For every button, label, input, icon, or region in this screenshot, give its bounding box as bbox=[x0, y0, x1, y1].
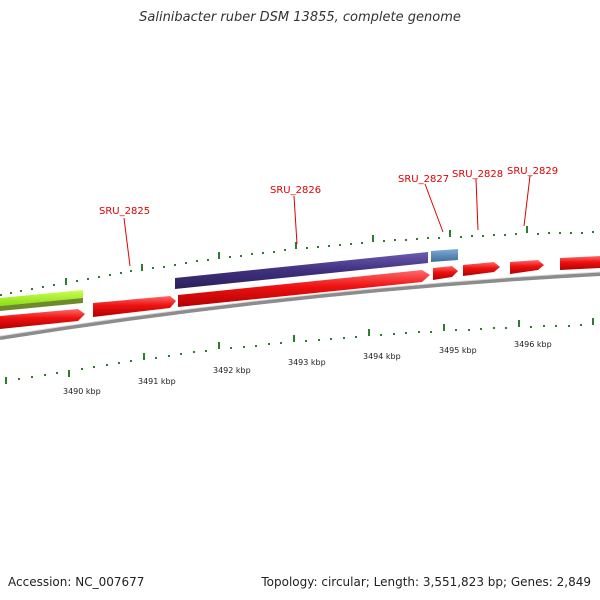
gene-sru-2827[interactable] bbox=[431, 249, 458, 262]
gene-right-edge[interactable] bbox=[560, 256, 600, 270]
genome-backbone bbox=[0, 272, 600, 340]
kbp-label: 3492 kbp bbox=[213, 366, 251, 375]
gene-sru-2828[interactable] bbox=[463, 262, 500, 276]
kbp-label: 3495 kbp bbox=[439, 346, 477, 355]
gene-left-edge[interactable] bbox=[0, 309, 85, 329]
gene-sru-2827-forward[interactable] bbox=[433, 266, 458, 280]
genome-summary: Topology: circular; Length: 3,551,823 bp… bbox=[261, 575, 591, 589]
gene-sru-2825[interactable] bbox=[93, 296, 176, 317]
accession-label: Accession: NC_007677 bbox=[8, 575, 145, 589]
kbp-label: 3494 kbp bbox=[363, 352, 401, 361]
gene-green-feature[interactable] bbox=[0, 290, 83, 306]
gene-sru-2829[interactable] bbox=[510, 260, 544, 274]
map-title: Salinibacter ruber DSM 13855, complete g… bbox=[139, 10, 461, 25]
gene-label-sru-2825[interactable]: SRU_2825 bbox=[99, 206, 150, 217]
outer-tick-ring bbox=[0, 226, 594, 296]
genome-backbone-highlight bbox=[0, 271, 600, 337]
inner-tick-ring bbox=[5, 318, 594, 384]
gene-label-sru-2829[interactable]: SRU_2829 bbox=[507, 166, 558, 177]
gene-sru-2826[interactable] bbox=[175, 252, 428, 289]
kbp-label: 3496 kbp bbox=[514, 340, 552, 349]
gene-large-forward[interactable] bbox=[178, 270, 430, 307]
kbp-label: 3493 kbp bbox=[288, 358, 326, 367]
gene-label-sru-2827[interactable]: SRU_2827 bbox=[398, 174, 449, 185]
gene-label-leaders bbox=[123, 175, 531, 267]
gene-label-sru-2826[interactable]: SRU_2826 bbox=[270, 185, 321, 196]
gene-label-sru-2828[interactable]: SRU_2828 bbox=[452, 169, 503, 180]
kbp-label: 3491 kbp bbox=[138, 377, 176, 386]
kbp-label: 3490 kbp bbox=[63, 387, 101, 396]
gene-green-feature-shadow bbox=[0, 298, 83, 311]
